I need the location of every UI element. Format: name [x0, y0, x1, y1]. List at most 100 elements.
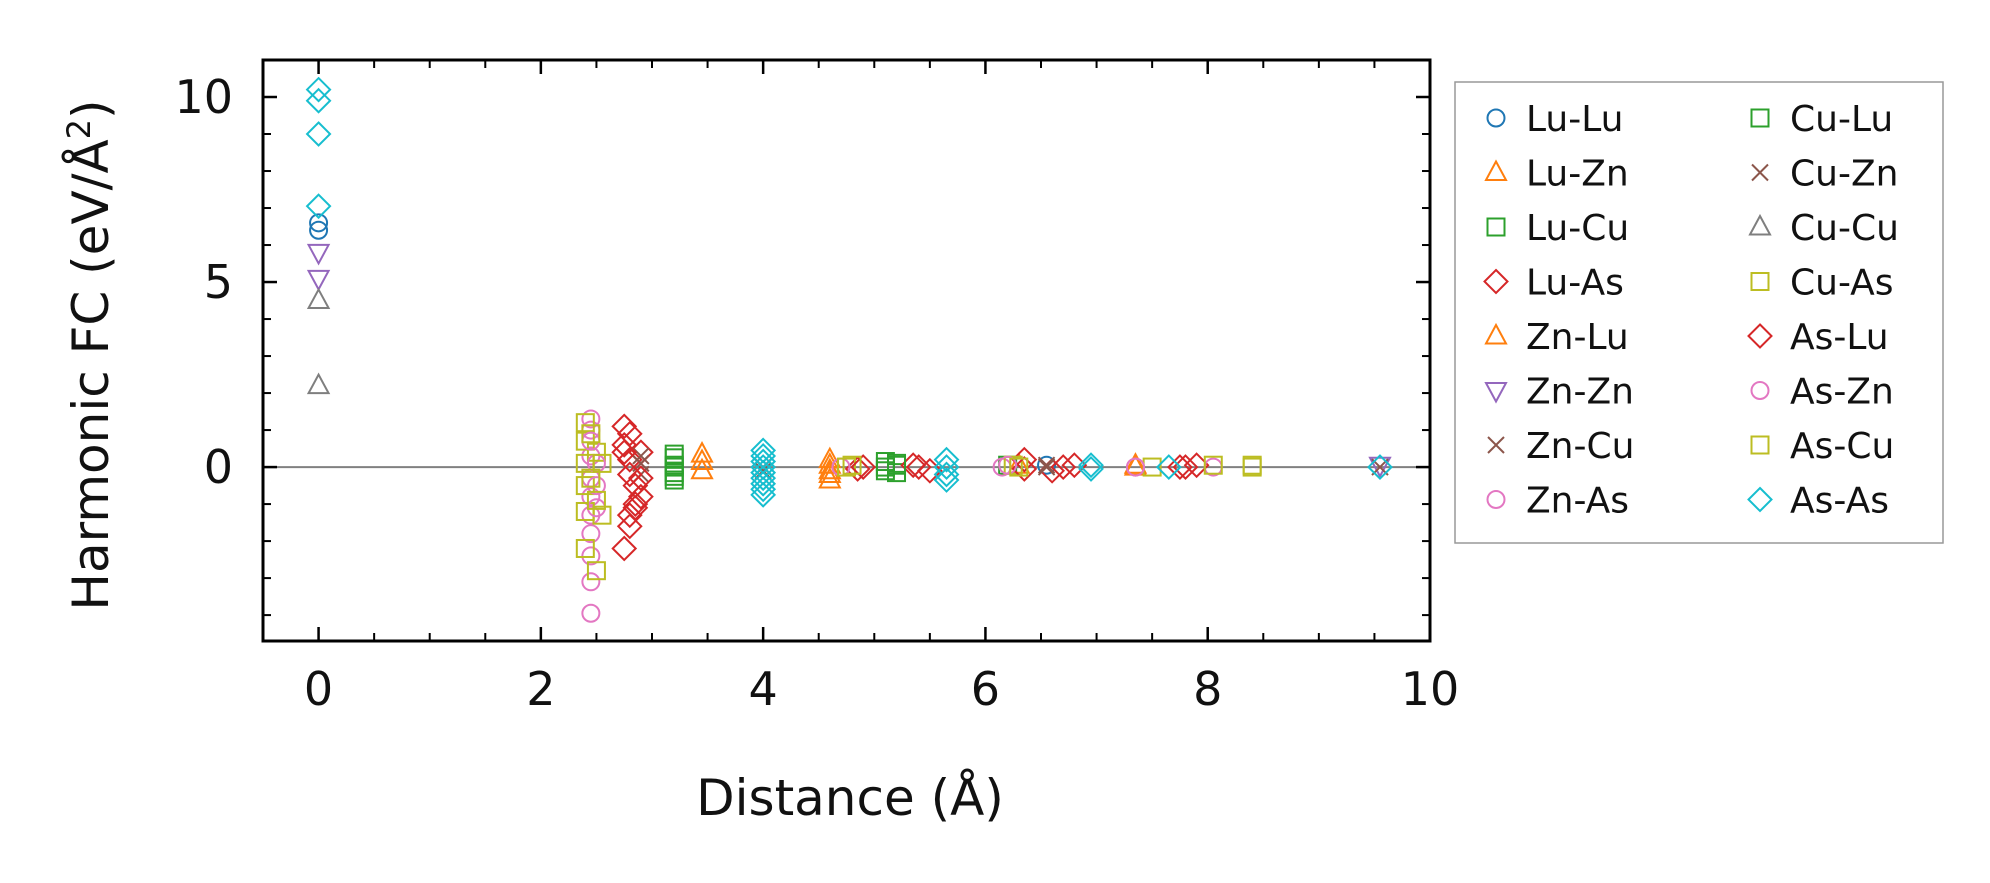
series-zn-lu: [690, 448, 1148, 483]
point-as-as: [750, 481, 777, 508]
point-zn-lu: [1123, 452, 1148, 474]
legend-entry: Lu-As: [1483, 263, 1624, 304]
legend-marker-cu-zn: [1751, 163, 1769, 182]
legend-marker-as-as: [1747, 486, 1773, 513]
point-zn-zn: [1368, 456, 1392, 479]
legend-label: Cu-Cu: [1790, 208, 1899, 249]
y-axis-title: Harmonic FC (eV/Å2): [60, 99, 120, 610]
x-tick-label: 6: [971, 662, 1000, 716]
legend-label: As-Lu: [1790, 317, 1889, 358]
point-as-cu: [586, 490, 606, 510]
point-as-as: [750, 470, 777, 497]
legend-entry: As-Lu: [1747, 317, 1889, 358]
point-zn-cu: [1037, 456, 1056, 474]
series-lu-lu: [309, 213, 1057, 475]
legend-label: Zn-As: [1526, 481, 1629, 522]
legend-entry: Lu-Cu: [1486, 208, 1629, 249]
legend-marker-cu-lu: [1750, 108, 1770, 128]
point-lu-zn: [818, 457, 842, 480]
point-as-as: [750, 476, 777, 503]
point-cu-cu: [306, 372, 331, 395]
y-axis-title-close: ): [62, 99, 120, 119]
point-as-cu: [581, 424, 601, 444]
y-tick-label: 5: [204, 255, 233, 309]
legend-marker-lu-zn: [1484, 159, 1508, 181]
legend-label: Cu-Lu: [1790, 99, 1893, 140]
point-as-lu: [905, 454, 932, 480]
legend-marker-zn-lu: [1484, 322, 1508, 345]
y-axis-title-base: Harmonic FC (eV/Å: [62, 139, 120, 610]
legend-marker-lu-as: [1483, 268, 1509, 295]
legend-marker-lu-cu: [1486, 217, 1506, 237]
legend-entry: As-Cu: [1750, 426, 1894, 467]
x-tick-label: 2: [526, 662, 555, 716]
point-lu-as: [611, 431, 638, 458]
legend-marker-as-zn: [1750, 381, 1770, 400]
x-tick-label: 8: [1193, 662, 1222, 716]
data-marks: [305, 76, 1393, 623]
point-as-as: [750, 465, 777, 492]
series-as-lu: [611, 439, 1199, 529]
point-cu-as: [575, 538, 595, 558]
series-zn-zn: [306, 243, 1392, 479]
point-as-as: [1078, 452, 1104, 479]
point-zn-zn: [306, 269, 331, 292]
axes-border: [261, 58, 1432, 643]
point-as-as: [305, 121, 332, 147]
point-cu-zn: [632, 447, 650, 465]
legend-entry: Cu-Cu: [1748, 208, 1899, 249]
legend-marker-cu-cu: [1748, 213, 1772, 236]
point-cu-as: [1003, 455, 1023, 475]
point-lu-as: [627, 483, 654, 510]
point-as-lu: [1050, 454, 1077, 480]
point-lu-as: [916, 457, 943, 484]
y-tick-label: 0: [204, 440, 233, 494]
point-as-as: [305, 193, 332, 220]
point-as-as: [933, 446, 960, 473]
point-lu-as: [616, 446, 643, 473]
point-cu-lu: [887, 455, 907, 475]
point-cu-cu: [306, 287, 331, 310]
point-as-zn: [1125, 457, 1145, 477]
point-as-lu: [622, 491, 649, 517]
y-axis-title-superscript: 2: [60, 119, 98, 139]
legend-label: Lu-Zn: [1526, 154, 1629, 195]
point-cu-as: [1203, 455, 1223, 475]
point-zn-as: [581, 572, 601, 592]
point-as-cu: [581, 468, 601, 488]
series-cu-zn: [632, 447, 1056, 480]
series-cu-as: [575, 413, 1262, 581]
legend-label: As-As: [1790, 481, 1889, 522]
point-cu-lu: [664, 466, 684, 486]
point-lu-as: [611, 535, 638, 562]
axis-ticks: 0 2 4 6 8 10 0 5 10: [174, 59, 1459, 716]
point-lu-lu: [1037, 455, 1057, 475]
point-as-lu: [616, 502, 643, 529]
legend-entry: As-As: [1747, 481, 1889, 522]
point-as-cu: [842, 455, 862, 475]
point-cu-as: [575, 431, 595, 451]
point-zn-zn: [306, 243, 331, 266]
point-zn-as: [581, 524, 601, 544]
point-zn-lu: [818, 452, 842, 474]
point-as-as: [1155, 454, 1182, 480]
legend-marker-zn-cu: [1487, 436, 1505, 454]
point-lu-as: [611, 413, 638, 440]
point-as-as: [1367, 454, 1393, 480]
point-as-lu: [611, 439, 638, 466]
legend-marker-lu-lu: [1486, 108, 1506, 128]
legend-label: As-Zn: [1790, 372, 1894, 413]
point-cu-as: [575, 413, 595, 433]
legend-entry: Lu-Zn: [1484, 154, 1629, 195]
point-lu-zn: [818, 466, 842, 489]
legend-label: Cu-As: [1790, 263, 1894, 304]
point-zn-as: [581, 603, 601, 623]
legend: Lu-Lu Lu-Zn Lu-Cu Lu-As Zn-Lu Zn-Zn Zn-Cu Zn-As…: [1454, 81, 1944, 544]
point-cu-as: [575, 476, 595, 496]
series-as-cu: [581, 424, 1262, 510]
point-cu-lu: [664, 444, 684, 464]
axes-frame: [261, 58, 1432, 643]
point-as-as: [933, 467, 960, 493]
legend-entry: Cu-As: [1750, 263, 1894, 304]
